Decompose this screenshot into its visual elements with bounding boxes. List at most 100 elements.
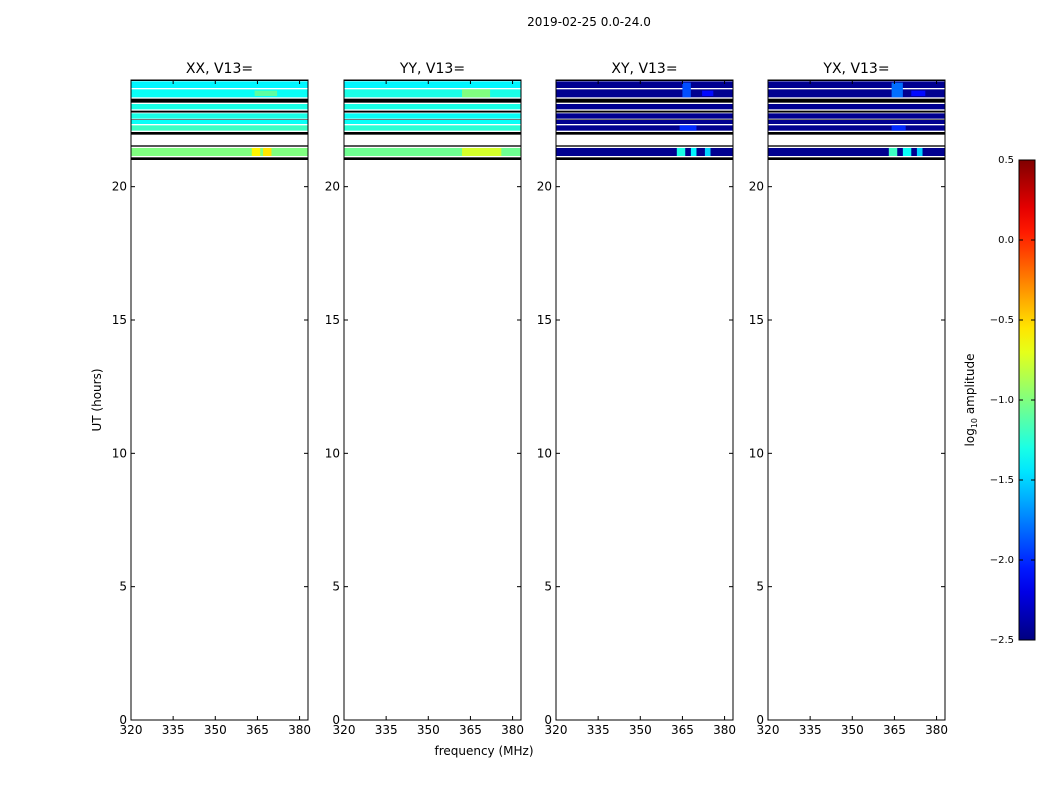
data-row [556,148,733,156]
data-hotspot [702,90,714,96]
panel-title: YY, V13= [399,61,465,77]
flag-band [768,119,945,121]
x-tick-label: 380 [925,723,948,737]
flag-band [556,157,733,160]
y-tick-label: 0 [756,713,764,727]
y-tick-label: 20 [537,180,552,194]
x-tick-label: 320 [757,723,780,737]
x-tick-label: 320 [545,723,568,737]
x-tick-label: 365 [671,723,694,737]
data-row [556,125,733,131]
y-tick-label: 20 [325,180,340,194]
data-row [344,113,521,119]
y-tick-label: 5 [544,580,552,594]
y-tick-label: 10 [749,446,764,460]
x-tick-label: 380 [288,723,311,737]
flag-band [131,110,308,113]
data-row [556,104,733,110]
flag-band [344,98,521,103]
y-tick-label: 15 [112,313,127,327]
data-row [768,113,945,119]
flag-band [344,110,521,113]
x-tick-label: 335 [375,723,398,737]
flag-band [768,132,945,135]
x-tick-label: 365 [883,723,906,737]
data-hotspot [891,82,903,98]
data-row [131,125,308,131]
colorbar-tick-label: 0.5 [998,155,1014,166]
colorbar-tick-label: −2.0 [990,555,1014,566]
flag-band [344,119,521,121]
data-hotspot [891,125,906,131]
y-tick-label: 5 [119,580,127,594]
data-row [131,113,308,119]
flag-band [344,157,521,160]
x-tick-label: 365 [246,723,269,737]
y-tick-label: 15 [325,313,340,327]
x-tick-label: 365 [459,723,482,737]
flag-band [768,98,945,103]
colorbar-label: log10 amplitude [963,354,979,447]
data-row [344,104,521,110]
x-tick-label: 350 [629,723,652,737]
colorbar-tick-label: −0.5 [990,315,1014,326]
data-hotspot [251,148,261,156]
flag-band [344,132,521,135]
flag-band [556,119,733,121]
flag-band [556,132,733,135]
data-row [768,120,945,124]
data-row [768,89,945,98]
data-hotspot [682,82,691,98]
data-hotspot [911,90,926,96]
flag-band [344,145,521,147]
x-tick-label: 335 [162,723,185,737]
y-tick-label: 20 [749,180,764,194]
data-row [131,89,308,98]
panel-title: YX, V13= [822,61,889,77]
data-row [768,148,945,156]
data-hotspot [462,89,491,98]
y-tick-label: 15 [537,313,552,327]
plot-frame [343,79,522,721]
figure-title: 2019-02-25 0.0-24.0 [527,15,651,29]
y-tick-label: 10 [112,446,127,460]
flag-band [768,157,945,160]
colorbar-tick-label: −2.5 [990,635,1014,646]
data-hotspot [462,148,502,156]
colorbar: 0.5 0.0 −0.5 −1.0 −1.5 −2.0 −2.5 log10 amplitud… [963,155,1036,646]
colorbar-tick-label: 0.0 [998,235,1014,246]
y-tick-label: 0 [332,713,340,727]
data-row [556,120,733,124]
x-tick-label: 335 [587,723,610,737]
flag-band [768,110,945,113]
panel-title: XY, V13= [611,61,677,77]
data-hotspot [254,90,278,96]
data-hotspot [690,148,697,156]
flag-band [556,110,733,113]
y-tick-label: 10 [537,446,552,460]
colorbar-tick-label: −1.5 [990,475,1014,486]
panel-2: YY, V13= 320 335 350 365 380 0 5 10 15 20 [325,61,524,737]
x-tick-label: 380 [501,723,524,737]
flag-band [131,98,308,103]
data-row [556,89,733,98]
y-tick-label: 5 [332,580,340,594]
data-row [131,81,308,88]
data-row [556,81,733,88]
data-hotspot [263,148,272,156]
x-tick-label: 350 [417,723,440,737]
data-row [344,120,521,124]
plot-frame [555,79,734,721]
plot-frame [767,79,946,721]
data-row [344,148,521,156]
data-row [768,81,945,88]
y-tick-label: 0 [544,713,552,727]
data-hotspot [888,148,898,156]
plot-frame [130,79,309,721]
y-axis-label: UT (hours) [90,368,104,431]
data-row [768,104,945,110]
data-row [344,81,521,88]
data-row [556,113,733,119]
x-tick-label: 380 [713,723,736,737]
